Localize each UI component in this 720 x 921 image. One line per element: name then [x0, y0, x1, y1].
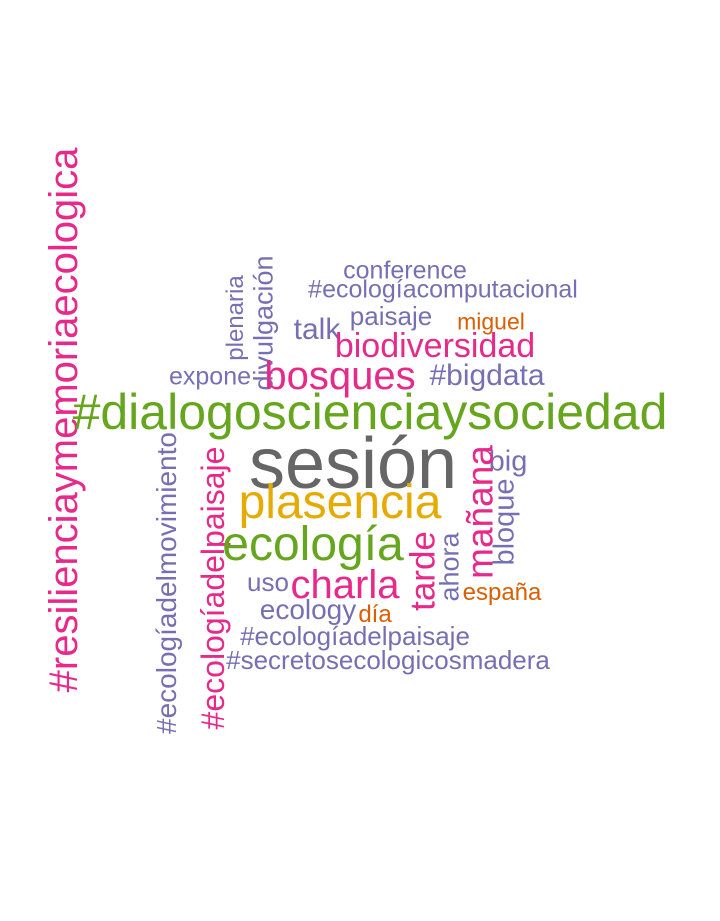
- word-charla: charla: [290, 563, 400, 607]
- word-expone: expone: [168, 362, 252, 391]
- word-conference: conference: [343, 256, 467, 285]
- word-plasencia: plasencia: [238, 476, 442, 529]
- word-movimiento: #ecologíadelmovimiento: [151, 432, 182, 734]
- word-bosques: bosques: [264, 354, 416, 398]
- word-bloque: bloque: [488, 478, 521, 566]
- word-uso: uso: [247, 567, 289, 597]
- word-tarde: tarde: [403, 531, 443, 611]
- word-espana: españa: [462, 579, 542, 606]
- word-sesion: sesión: [248, 424, 458, 504]
- word-dialogos: #dialogoscienciaysociedad: [72, 384, 668, 440]
- word-ecology: ecology: [259, 594, 357, 625]
- word-bigdata: #bigdata: [429, 359, 545, 392]
- word-ecologiadelpaisaje-vertical: #ecologíadelpaisaje: [195, 446, 231, 730]
- word-biodiversidad: biodiversidad: [334, 327, 536, 365]
- word-talk: talk: [293, 313, 341, 346]
- word-big: big: [488, 445, 528, 478]
- word-secretos: #secretosecologicosmadera: [226, 645, 550, 675]
- word-miguel: miguel: [457, 308, 525, 335]
- word-dia: día: [358, 601, 392, 628]
- word-ecologiadelpaisaje-horizontal: #ecologíadelpaisaje: [240, 621, 470, 651]
- word-paisaje: paisaje: [349, 301, 433, 331]
- word-ecologia: ecología: [222, 518, 404, 571]
- word-plenaria: plenaria: [222, 275, 249, 361]
- word-ecologiacomputacional: #ecologíacomputacional: [308, 275, 578, 304]
